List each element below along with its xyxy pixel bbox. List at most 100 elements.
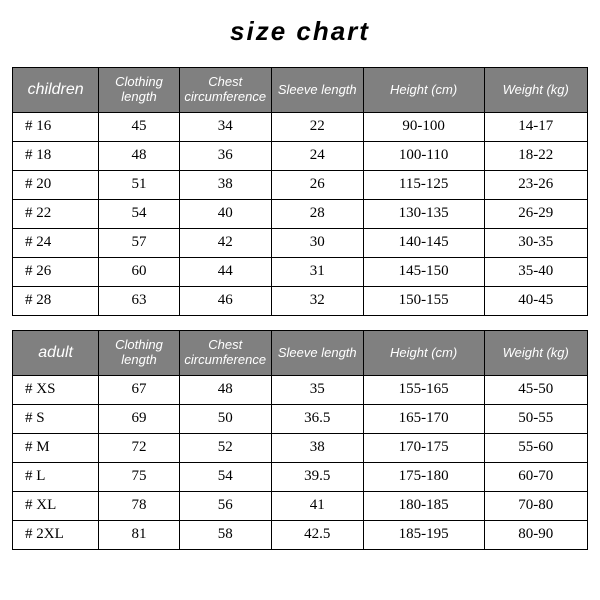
value-cell: 175-180 (363, 463, 484, 492)
value-cell: 80-90 (484, 521, 588, 550)
value-cell: 75 (99, 463, 180, 492)
value-cell: 40 (179, 200, 271, 229)
value-cell: 60-70 (484, 463, 588, 492)
value-cell: 45-50 (484, 376, 588, 405)
value-cell: 100-110 (363, 142, 484, 171)
value-cell: 34 (179, 113, 271, 142)
table-column-header: Height (cm) (363, 68, 484, 113)
value-cell: 56 (179, 492, 271, 521)
value-cell: 115-125 (363, 171, 484, 200)
value-cell: 40-45 (484, 287, 588, 316)
value-cell: 18-22 (484, 142, 588, 171)
size-cell: # 26 (13, 258, 99, 287)
value-cell: 145-150 (363, 258, 484, 287)
value-cell: 57 (99, 229, 180, 258)
size-cell: # 18 (13, 142, 99, 171)
value-cell: 55-60 (484, 434, 588, 463)
page-title: size chart (12, 16, 588, 47)
size-cell: # 22 (13, 200, 99, 229)
tables-host: childrenClothing lengthChest circumferen… (12, 67, 588, 550)
value-cell: 72 (99, 434, 180, 463)
size-chart-container: size chart childrenClothing lengthChest … (0, 0, 600, 576)
table-row: # 20513826115-12523-26 (13, 171, 588, 200)
value-cell: 14-17 (484, 113, 588, 142)
table-column-header: Clothing length (99, 68, 180, 113)
size-cell: # XL (13, 492, 99, 521)
value-cell: 51 (99, 171, 180, 200)
table-corner-label: adult (13, 331, 99, 376)
value-cell: 41 (271, 492, 363, 521)
table-column-header: Sleeve length (271, 68, 363, 113)
value-cell: 48 (179, 376, 271, 405)
value-cell: 58 (179, 521, 271, 550)
table-column-header: Clothing length (99, 331, 180, 376)
size-cell: # XS (13, 376, 99, 405)
value-cell: 155-165 (363, 376, 484, 405)
table-column-header: Weight (kg) (484, 331, 588, 376)
value-cell: 78 (99, 492, 180, 521)
value-cell: 63 (99, 287, 180, 316)
value-cell: 48 (99, 142, 180, 171)
table-header-row: childrenClothing lengthChest circumferen… (13, 68, 588, 113)
table-row: # 1645342290-10014-17 (13, 113, 588, 142)
table-row: # 26604431145-15035-40 (13, 258, 588, 287)
table-row: # L755439.5175-18060-70 (13, 463, 588, 492)
table-header-row: adultClothing lengthChest circumferenceS… (13, 331, 588, 376)
value-cell: 23-26 (484, 171, 588, 200)
value-cell: 31 (271, 258, 363, 287)
value-cell: 150-155 (363, 287, 484, 316)
value-cell: 38 (179, 171, 271, 200)
value-cell: 42.5 (271, 521, 363, 550)
value-cell: 185-195 (363, 521, 484, 550)
value-cell: 45 (99, 113, 180, 142)
value-cell: 44 (179, 258, 271, 287)
value-cell: 180-185 (363, 492, 484, 521)
value-cell: 50 (179, 405, 271, 434)
table-column-header: Weight (kg) (484, 68, 588, 113)
value-cell: 36.5 (271, 405, 363, 434)
size-cell: # L (13, 463, 99, 492)
value-cell: 130-135 (363, 200, 484, 229)
value-cell: 60 (99, 258, 180, 287)
size-cell: # 20 (13, 171, 99, 200)
table-column-header: Chest circumference (179, 331, 271, 376)
size-table-1: adultClothing lengthChest circumferenceS… (12, 330, 588, 550)
table-row: # XS674835155-16545-50 (13, 376, 588, 405)
size-cell: # 16 (13, 113, 99, 142)
table-row: # 28634632150-15540-45 (13, 287, 588, 316)
value-cell: 140-145 (363, 229, 484, 258)
value-cell: 38 (271, 434, 363, 463)
table-corner-label: children (13, 68, 99, 113)
table-row: # 24574230140-14530-35 (13, 229, 588, 258)
value-cell: 81 (99, 521, 180, 550)
table-row: # 22544028130-13526-29 (13, 200, 588, 229)
table-column-header: Height (cm) (363, 331, 484, 376)
size-table-0: childrenClothing lengthChest circumferen… (12, 67, 588, 316)
size-cell: # 2XL (13, 521, 99, 550)
value-cell: 90-100 (363, 113, 484, 142)
value-cell: 36 (179, 142, 271, 171)
value-cell: 67 (99, 376, 180, 405)
value-cell: 22 (271, 113, 363, 142)
size-cell: # 28 (13, 287, 99, 316)
value-cell: 39.5 (271, 463, 363, 492)
value-cell: 28 (271, 200, 363, 229)
value-cell: 26-29 (484, 200, 588, 229)
value-cell: 42 (179, 229, 271, 258)
table-row: # 2XL815842.5185-19580-90 (13, 521, 588, 550)
value-cell: 50-55 (484, 405, 588, 434)
value-cell: 70-80 (484, 492, 588, 521)
value-cell: 35 (271, 376, 363, 405)
value-cell: 46 (179, 287, 271, 316)
table-row: # M725238170-17555-60 (13, 434, 588, 463)
value-cell: 69 (99, 405, 180, 434)
value-cell: 165-170 (363, 405, 484, 434)
table-row: # S695036.5165-17050-55 (13, 405, 588, 434)
value-cell: 54 (99, 200, 180, 229)
value-cell: 30 (271, 229, 363, 258)
value-cell: 54 (179, 463, 271, 492)
value-cell: 24 (271, 142, 363, 171)
size-cell: # M (13, 434, 99, 463)
table-row: # XL785641180-18570-80 (13, 492, 588, 521)
value-cell: 30-35 (484, 229, 588, 258)
